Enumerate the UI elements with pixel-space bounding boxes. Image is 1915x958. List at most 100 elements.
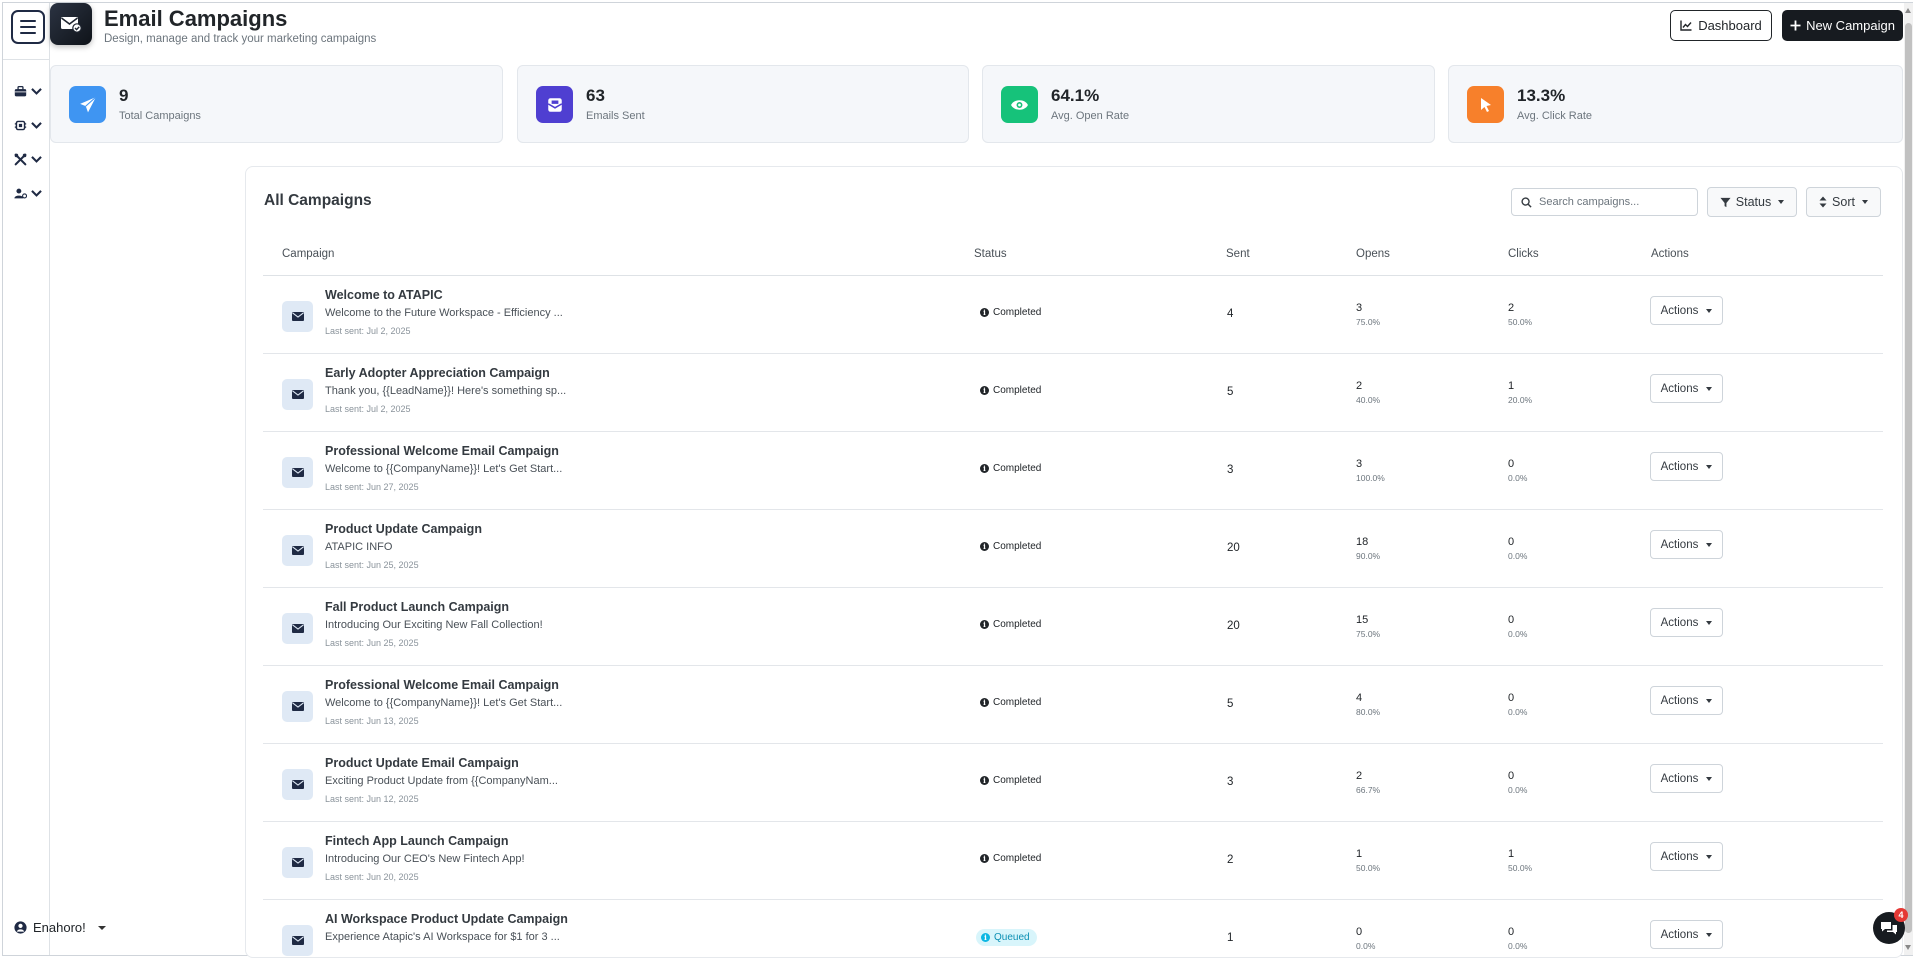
page-subtitle: Design, manage and track your marketing … <box>104 33 377 45</box>
campaign-name[interactable]: Fintech App Launch Campaign <box>325 834 509 848</box>
search-input[interactable] <box>1539 196 1689 208</box>
filter-icon <box>1720 197 1731 207</box>
table-row[interactable]: Professional Welcome Email Campaign Welc… <box>263 666 1883 744</box>
sidebar-item-briefcase[interactable] <box>14 82 44 100</box>
user-gear-icon <box>14 188 27 198</box>
campaign-name[interactable]: Professional Welcome Email Campaign <box>325 678 559 692</box>
sent-count: 2 <box>1227 854 1234 866</box>
stat-card-click-rate: 13.3% Avg. Click Rate <box>1448 65 1903 143</box>
click-rate: 0.0% <box>1508 707 1528 717</box>
campaign-last-sent: Last sent: Jun 27, 2025 <box>325 482 419 492</box>
table-row[interactable]: AI Workspace Product Update Campaign Exp… <box>263 900 1883 958</box>
scroll-up-arrow-icon[interactable] <box>1905 8 1911 13</box>
opens-cell: 3 100.0% <box>1356 458 1385 483</box>
click-rate: 0.0% <box>1508 785 1528 795</box>
campaign-name[interactable]: Product Update Email Campaign <box>325 756 519 770</box>
caret-down-icon <box>1706 776 1713 781</box>
chat-bubbles-icon <box>1881 921 1897 934</box>
search-box[interactable] <box>1511 188 1698 216</box>
actions-label: Actions <box>1660 928 1699 941</box>
status-text: Completed <box>993 619 1042 630</box>
actions-dropdown-button[interactable]: Actions <box>1650 296 1723 325</box>
click-rate: 0.0% <box>1508 941 1528 951</box>
sidebar-item-tools[interactable] <box>14 150 44 168</box>
table-row[interactable]: Early Adopter Appreciation Campaign Than… <box>263 354 1883 432</box>
status-badge: i Queued <box>976 929 1037 946</box>
campaign-name[interactable]: Fall Product Launch Campaign <box>325 600 510 614</box>
campaign-subject: Welcome to the Future Workspace - Effici… <box>325 307 563 319</box>
menu-toggle-button[interactable] <box>11 10 45 44</box>
campaign-last-sent: Last sent: Jul 2, 2025 <box>325 404 411 414</box>
stat-card-total-campaigns: 9 Total Campaigns <box>50 65 503 143</box>
actions-dropdown-button[interactable]: Actions <box>1650 764 1723 793</box>
scroll-down-arrow-icon[interactable] <box>1905 945 1911 950</box>
table-row[interactable]: Welcome to ATAPIC Welcome to the Future … <box>263 276 1883 354</box>
user-menu[interactable]: Enahoro! <box>14 920 106 935</box>
clicks-count: 0 <box>1508 614 1515 626</box>
user-name: Enahoro! <box>33 920 86 935</box>
campaign-last-sent: Last sent: Jun 13, 2025 <box>325 716 419 726</box>
actions-dropdown-button[interactable]: Actions <box>1650 842 1723 871</box>
envelope-icon <box>282 613 313 644</box>
table-row[interactable]: Product Update Campaign ATAPIC INFO Last… <box>263 510 1883 588</box>
chat-button[interactable]: 4 <box>1873 908 1908 944</box>
actions-dropdown-button[interactable]: Actions <box>1650 530 1723 559</box>
actions-label: Actions <box>1660 538 1699 551</box>
campaign-name[interactable]: AI Workspace Product Update Campaign <box>325 912 568 926</box>
campaign-last-sent: Last sent: Jun 25, 2025 <box>325 638 419 648</box>
sent-count: 4 <box>1227 308 1234 320</box>
table-row[interactable]: Professional Welcome Email Campaign Welc… <box>263 432 1883 510</box>
status-filter-button[interactable]: Status <box>1707 187 1797 217</box>
sent-count: 3 <box>1227 776 1234 788</box>
clicks-cell: 0 0.0% <box>1508 926 1527 951</box>
stat-label: Emails Sent <box>586 110 645 122</box>
paper-plane-icon <box>69 86 106 123</box>
sidebar-item-chip[interactable] <box>14 116 44 134</box>
caret-down-icon <box>97 925 106 930</box>
actions-dropdown-button[interactable]: Actions <box>1650 686 1723 715</box>
dashboard-button[interactable]: Dashboard <box>1670 10 1772 41</box>
column-header-opens: Opens <box>1356 248 1390 260</box>
opens-count: 2 <box>1356 380 1363 392</box>
page-scrollbar[interactable] <box>1904 3 1913 955</box>
actions-label: Actions <box>1660 616 1699 629</box>
status-badge: i Completed <box>980 385 1041 396</box>
campaign-name[interactable]: Professional Welcome Email Campaign <box>325 444 559 458</box>
open-rate: 90.0% <box>1356 551 1381 561</box>
opens-count: 15 <box>1356 614 1369 626</box>
status-badge: i Completed <box>980 775 1041 786</box>
open-rate: 50.0% <box>1356 863 1381 873</box>
campaign-name[interactable]: Welcome to ATAPIC <box>325 288 443 302</box>
campaign-subject: Welcome to {{CompanyName}}! Let's Get St… <box>325 463 563 475</box>
envelope-icon <box>282 301 313 332</box>
clicks-count: 0 <box>1508 458 1515 470</box>
status-filter-label: Status <box>1735 195 1772 209</box>
clicks-count: 0 <box>1508 692 1515 704</box>
caret-down-icon <box>1706 932 1713 937</box>
clicks-count: 2 <box>1508 302 1515 314</box>
campaign-last-sent: Last sent: Jun 25, 2025 <box>325 560 419 570</box>
sidebar-item-users[interactable] <box>14 184 44 202</box>
scrollbar-thumb[interactable] <box>1905 23 1912 933</box>
actions-dropdown-button[interactable]: Actions <box>1650 920 1723 949</box>
table-row[interactable]: Fintech App Launch Campaign Introducing … <box>263 822 1883 900</box>
sort-button[interactable]: Sort <box>1806 187 1881 217</box>
campaign-name[interactable]: Early Adopter Appreciation Campaign <box>325 366 550 380</box>
actions-dropdown-button[interactable]: Actions <box>1650 374 1723 403</box>
actions-dropdown-button[interactable]: Actions <box>1650 452 1723 481</box>
caret-down-icon <box>1706 386 1713 391</box>
table-row[interactable]: Product Update Email Campaign Exciting P… <box>263 744 1883 822</box>
sent-count: 5 <box>1227 698 1234 710</box>
stat-label: Avg. Click Rate <box>1517 110 1592 122</box>
table-row[interactable]: Fall Product Launch Campaign Introducing… <box>263 588 1883 666</box>
sent-count: 3 <box>1227 464 1234 476</box>
new-campaign-button[interactable]: New Campaign <box>1782 10 1903 41</box>
campaign-name[interactable]: Product Update Campaign <box>325 522 482 536</box>
chat-badge: 4 <box>1894 908 1908 922</box>
campaigns-panel <box>245 166 1903 958</box>
click-rate: 20.0% <box>1508 395 1533 405</box>
stat-card-open-rate: 64.1% Avg. Open Rate <box>982 65 1435 143</box>
actions-dropdown-button[interactable]: Actions <box>1650 608 1723 637</box>
opens-cell: 4 80.0% <box>1356 692 1380 717</box>
envelope-icon <box>282 847 313 878</box>
